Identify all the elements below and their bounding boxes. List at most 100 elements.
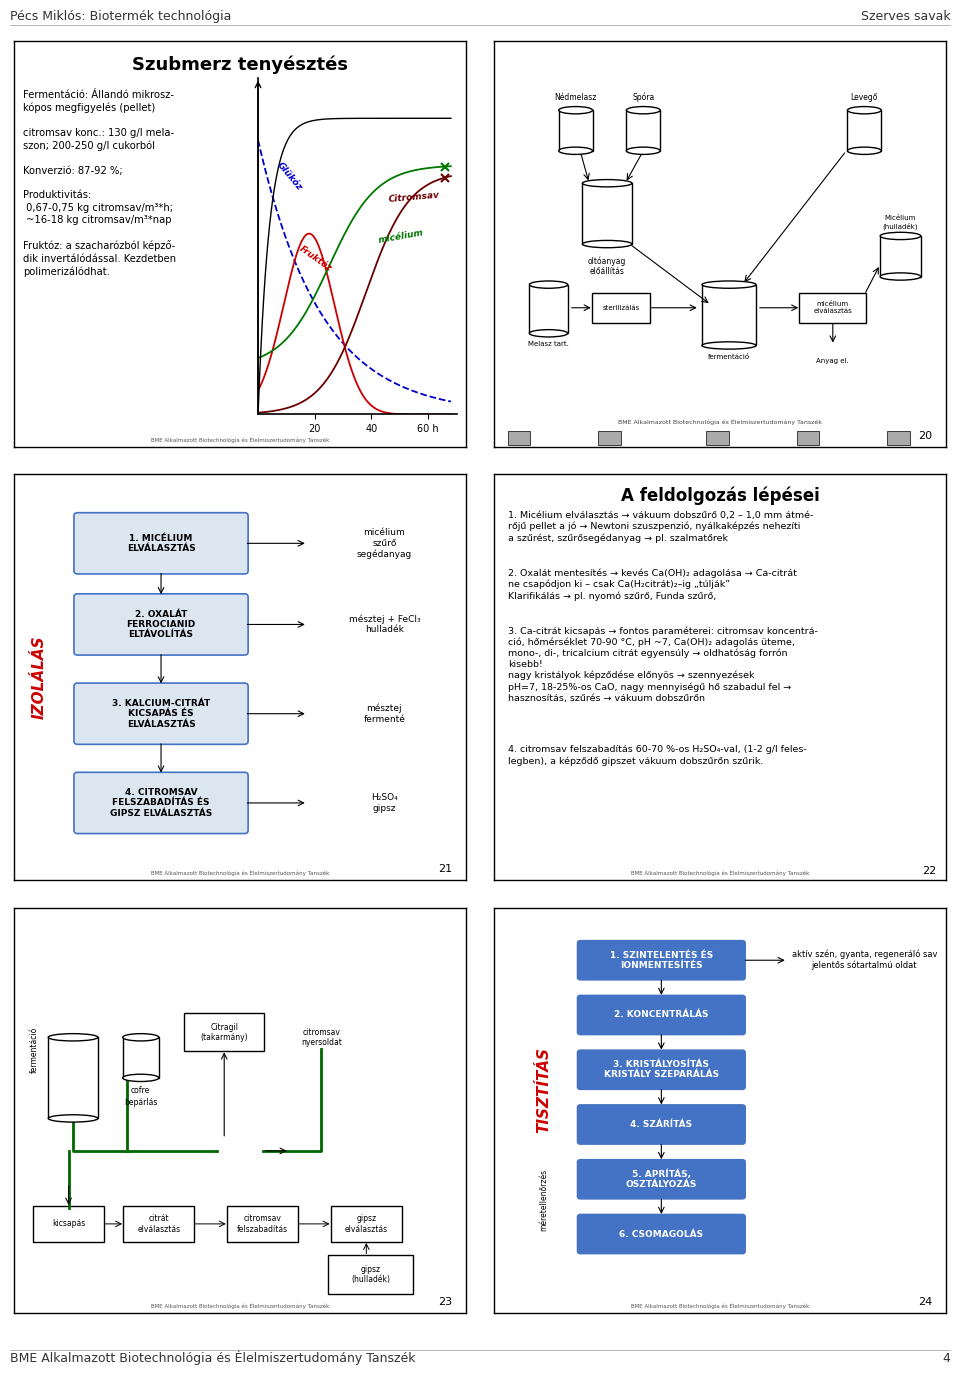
Bar (583, 183, 632, 245)
Bar (707, 430, 729, 446)
Text: gipsz
(hulladék): gipsz (hulladék) (351, 1265, 391, 1284)
Text: citromsav
felszabadítás: citromsav felszabadítás (237, 1214, 288, 1233)
Ellipse shape (48, 1115, 98, 1122)
Text: Szubmerz tenyésztés: Szubmerz tenyésztés (132, 55, 348, 74)
Ellipse shape (559, 106, 592, 114)
Text: Fermentáció: Állandó mikrosz-
kópos megfigyelés (pellet)

citromsav konc.: 130 g: Fermentáció: Állandó mikrosz- kópos megf… (23, 89, 177, 276)
Text: BME Alkalmazott Biotechnológia és Élelmiszertudomány Tanszék: BME Alkalmazott Biotechnológia és Élelmi… (10, 1350, 415, 1365)
Text: 20: 20 (918, 430, 932, 441)
Bar (529, 285, 567, 333)
Ellipse shape (529, 280, 567, 289)
Text: mésztej
fermenté: mésztej fermenté (364, 704, 405, 723)
Text: 1. MICÉLIUM
ELVÁLASZTÁS: 1. MICÉLIUM ELVÁLASZTÁS (127, 534, 196, 553)
Text: Citragil
(takarmány): Citragil (takarmány) (201, 1023, 248, 1042)
Text: Szerves savak: Szerves savak (861, 10, 950, 22)
Text: H₂SO₄
gipsz: H₂SO₄ gipsz (371, 793, 397, 813)
Text: BME Alkalmazott Biotechnológia és Élelmiszertudomány Tanszék: BME Alkalmazott Biotechnológia és Élelmi… (151, 1304, 329, 1309)
Text: 3. KALCIUM-CITRÁT
KICSAPÁS ÉS
ELVÁLASZTÁS: 3. KALCIUM-CITRÁT KICSAPÁS ÉS ELVÁLASZTÁ… (112, 698, 210, 729)
Ellipse shape (626, 106, 660, 114)
Text: BME Alkalmazott Biotechnológia és Élelmiszertudomány Tanszék: BME Alkalmazott Biotechnológia és Élelmi… (151, 437, 329, 443)
Text: fermentáció: fermentáció (30, 1026, 39, 1072)
Ellipse shape (529, 330, 567, 337)
FancyBboxPatch shape (227, 1206, 299, 1242)
Text: 2. OXALÁT
FERROCIANID
ELTÁVOLÍTÁS: 2. OXALÁT FERROCIANID ELTÁVOLÍTÁS (127, 609, 196, 639)
FancyBboxPatch shape (330, 1206, 402, 1242)
Text: BME Alkalmazott Biotechnológia és Élelmiszertudomány Tanszék: BME Alkalmazott Biotechnológia és Élelmi… (631, 1304, 809, 1309)
FancyBboxPatch shape (328, 1255, 413, 1294)
Text: BME Alkalmazott Biotechnológia és Élelmiszertudomány Tanszék: BME Alkalmazott Biotechnológia és Élelmi… (151, 870, 329, 876)
Text: micélium
szűrő
segédanyag: micélium szűrő segédanyag (357, 528, 412, 558)
Text: 24: 24 (918, 1297, 932, 1308)
Ellipse shape (848, 147, 881, 154)
Text: IZOLÁLÁS: IZOLÁLÁS (32, 635, 47, 719)
Ellipse shape (626, 147, 660, 154)
Text: Nédmelasz: Nédmelasz (555, 94, 597, 102)
Text: 2. KONCENTRÁLÁS: 2. KONCENTRÁLÁS (614, 1011, 708, 1019)
FancyBboxPatch shape (577, 1159, 745, 1199)
Text: fermentáció: fermentáció (708, 353, 750, 360)
Text: 5. APRÍTÁS,
OSZTÁLYOZÁS: 5. APRÍTÁS, OSZTÁLYOZÁS (626, 1169, 697, 1189)
Ellipse shape (848, 106, 881, 114)
Text: Melasz tart.: Melasz tart. (528, 341, 569, 348)
Text: gipsz
elválasztás: gipsz elválasztás (345, 1214, 388, 1233)
Text: micélium
elválasztás: micélium elválasztás (813, 301, 852, 315)
Text: cofre: cofre (132, 1086, 151, 1094)
FancyBboxPatch shape (577, 1050, 745, 1089)
Bar (48, 1037, 98, 1118)
Ellipse shape (123, 1034, 158, 1041)
FancyBboxPatch shape (577, 1214, 745, 1254)
Ellipse shape (702, 342, 756, 349)
FancyBboxPatch shape (577, 1106, 745, 1144)
FancyBboxPatch shape (74, 773, 248, 833)
Text: kicsapás: kicsapás (52, 1220, 85, 1228)
Ellipse shape (559, 147, 592, 154)
Text: 3. Ca-citrát kicsapás → fontos paraméterei: citromsav koncentrá-
ció, hőmérsékle: 3. Ca-citrát kicsapás → fontos paraméter… (508, 626, 818, 703)
Text: TISZTÍTÁS: TISZTÍTÁS (537, 1046, 552, 1133)
Text: méretellenőrzés: méretellenőrzés (540, 1169, 548, 1231)
Text: aktív szén, gyanta, regeneráló sav
jelentős sótartalmú oldat: aktív szén, gyanta, regeneráló sav jelen… (792, 950, 937, 971)
Bar (559, 110, 592, 151)
Text: Pécs Miklós: Biotermék technológia: Pécs Miklós: Biotermék technológia (10, 10, 231, 22)
Text: BME Alkalmazott Biotechnológia és Élelmiszertudomány Tanszék: BME Alkalmazott Biotechnológia és Élelmi… (631, 870, 809, 876)
Text: Levegő: Levegő (851, 94, 878, 102)
FancyBboxPatch shape (800, 293, 866, 323)
Ellipse shape (48, 1034, 98, 1041)
FancyBboxPatch shape (74, 513, 248, 573)
FancyBboxPatch shape (33, 1206, 105, 1242)
Text: BME Alkalmazott Biotechnológia és Élelmiszertudomány Tanszék: BME Alkalmazott Biotechnológia és Élelmi… (618, 418, 822, 425)
FancyBboxPatch shape (184, 1013, 264, 1050)
Text: mésztej + FeCl₃
hulladék: mésztej + FeCl₃ hulladék (348, 615, 420, 634)
Ellipse shape (583, 180, 632, 187)
Bar (797, 430, 819, 446)
Text: Spóra: Spóra (633, 92, 655, 102)
Text: 1. Micélium elválasztás → vákuum dobszűrő 0,2 – 1,0 mm átmé-
rőjű pellet a jó → : 1. Micélium elválasztás → vákuum dobszűr… (508, 512, 813, 543)
Text: Micélium
(hulladék): Micélium (hulladék) (883, 214, 918, 230)
Text: 6. CSOMAGOLÁS: 6. CSOMAGOLÁS (619, 1229, 704, 1239)
Text: sterilizálás: sterilizálás (603, 305, 640, 311)
Text: 4: 4 (943, 1353, 950, 1365)
Text: 23: 23 (438, 1297, 452, 1308)
Ellipse shape (880, 272, 921, 280)
Bar (508, 430, 531, 446)
FancyBboxPatch shape (123, 1206, 195, 1242)
Bar (880, 236, 921, 276)
Ellipse shape (702, 280, 756, 289)
Text: citrát
elválasztás: citrát elválasztás (137, 1214, 180, 1233)
Text: 4. SZÁRÍTÁS: 4. SZÁRÍTÁS (631, 1121, 692, 1129)
Bar (848, 110, 881, 151)
Text: 4. citromsav felszabadítás 60-70 %-os H₂SO₄-val, (1-2 g/l feles-
legben), a képz: 4. citromsav felszabadítás 60-70 %-os H₂… (508, 745, 806, 766)
Text: 4. CITROMSAV
FELSZABADÍTÁS ÉS
GIPSZ ELVÁLASZTÁS: 4. CITROMSAV FELSZABADÍTÁS ÉS GIPSZ ELVÁ… (109, 788, 212, 818)
Text: 2. Oxalát mentesítés → kevés Ca(OH)₂ adagolása → Ca-citrát
ne csapódjon ki – csa: 2. Oxalát mentesítés → kevés Ca(OH)₂ ada… (508, 568, 797, 601)
FancyBboxPatch shape (74, 594, 248, 654)
Text: oltóanyag
előállítás: oltóanyag előállítás (588, 256, 626, 276)
Text: 1. SZINTELENTÉS ÉS
IONMENTESÍTÉS: 1. SZINTELENTÉS ÉS IONMENTESÍTÉS (610, 950, 713, 969)
Ellipse shape (583, 241, 632, 247)
Bar (626, 110, 660, 151)
FancyBboxPatch shape (577, 996, 745, 1034)
Text: citromsav
nyersoldat: citromsav nyersoldat (300, 1027, 342, 1046)
Bar (123, 1037, 158, 1078)
Text: A feldolgozás lépései: A feldolgozás lépései (620, 487, 820, 505)
FancyBboxPatch shape (592, 293, 650, 323)
Text: 3. KRISTÁLYOSÍTÁS
KRISTÁLY SZEPARÁLÁS: 3. KRISTÁLYOSÍTÁS KRISTÁLY SZEPARÁLÁS (604, 1060, 719, 1079)
Text: bepárlás: bepárlás (124, 1099, 157, 1107)
